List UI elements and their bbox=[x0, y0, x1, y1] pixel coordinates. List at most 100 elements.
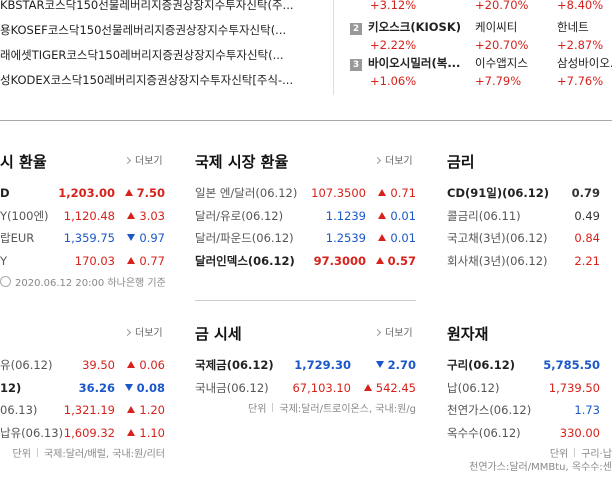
footer-text: 국제:달러/배럴, 국내:원/리터 bbox=[43, 449, 165, 460]
direction-arrow bbox=[375, 256, 384, 264]
change-text: 0.97 bbox=[139, 231, 165, 245]
row-change: 0.57 bbox=[375, 253, 416, 268]
row-label: 국내금(06.12) bbox=[195, 380, 269, 395]
row-change: 542.45 bbox=[363, 380, 416, 395]
more-link[interactable]: 더보기 bbox=[373, 327, 413, 341]
more-text: 더보기 bbox=[135, 156, 163, 167]
panel-title: 시 환율 bbox=[0, 153, 47, 171]
row-value: 39.50 bbox=[82, 358, 115, 372]
theme-change: +2.22% bbox=[370, 38, 417, 52]
row-change: 0.01 bbox=[378, 231, 416, 245]
sep bbox=[272, 403, 274, 412]
etf-link[interactable]: 래에셋TIGER코스닥150레버리지증권상장지수투자신탁(... bbox=[0, 48, 284, 62]
row-value: 5,785.50 bbox=[543, 358, 600, 372]
divider bbox=[0, 120, 612, 121]
direction-arrow bbox=[124, 189, 133, 196]
row-label: 유(06.12) bbox=[0, 358, 53, 372]
row-label: 국제금(06.12) bbox=[195, 358, 274, 372]
theme-name[interactable]: 한네트 bbox=[557, 20, 589, 34]
direction-arrow bbox=[127, 406, 136, 413]
row-change: 7.50 bbox=[124, 186, 165, 200]
theme-name-text: 바이오시밀러(복... bbox=[368, 56, 461, 70]
row-value: 1,739.50 bbox=[548, 380, 600, 395]
row-label: 옥수수(06.12) bbox=[447, 425, 521, 440]
rank-badge: 3 bbox=[350, 59, 362, 71]
panel-title: 금 시세 bbox=[195, 325, 242, 343]
theme-name[interactable]: 케이씨티 bbox=[475, 20, 517, 34]
row-value: 1,120.48 bbox=[63, 208, 115, 223]
footer: 단위 국제:달러/트로이온스, 국내:원/g bbox=[248, 403, 416, 417]
direction-arrow bbox=[127, 211, 136, 219]
sep bbox=[36, 448, 38, 457]
more-link[interactable]: 더보기 bbox=[373, 155, 413, 169]
row-label: 구리(06.12) bbox=[447, 358, 516, 372]
more-text: 더보기 bbox=[135, 328, 163, 339]
change-text: 2.70 bbox=[387, 358, 416, 372]
row-value: 1,609.32 bbox=[63, 425, 115, 440]
change-text: 0.06 bbox=[139, 358, 165, 372]
theme-change: +3.12% bbox=[370, 0, 417, 12]
theme-change: +8.40% bbox=[557, 0, 604, 12]
more-link[interactable]: 더보기 bbox=[123, 155, 163, 169]
row-value: 107.3500 bbox=[311, 186, 366, 200]
row-label: 회사채(3년)(06.12) bbox=[447, 253, 548, 268]
footer-text: 2020.06.12 20:00 하나은행 기준 bbox=[15, 278, 166, 289]
direction-arrow bbox=[378, 211, 387, 219]
row-label: Y bbox=[0, 253, 8, 268]
panel-title: 원자재 bbox=[447, 325, 489, 343]
footer-text: 국제:달러/트로이온스, 국내:원/g bbox=[279, 404, 416, 415]
change-text: 7.50 bbox=[136, 186, 165, 200]
theme-name-text: 한네트 bbox=[557, 20, 589, 34]
theme-name-text: 키오스크(KIOSK) bbox=[368, 20, 461, 34]
row-value: 0.84 bbox=[574, 231, 600, 245]
row-label: 달러인덱스(06.12) bbox=[195, 253, 295, 268]
row-value: 0.49 bbox=[574, 208, 600, 223]
change-text: 0.01 bbox=[390, 231, 416, 245]
theme-name[interactable]: 2 키오스크(KIOSK) bbox=[350, 20, 461, 35]
row-value: 1.1239 bbox=[325, 208, 366, 223]
footer: 단위 구리·납 bbox=[550, 448, 612, 462]
theme-change: +2.87% bbox=[557, 38, 604, 52]
row-change: 0.01 bbox=[378, 209, 416, 223]
direction-arrow bbox=[127, 256, 136, 264]
more-arrow bbox=[373, 156, 382, 165]
row-label: CD(91일)(06.12) bbox=[447, 186, 549, 200]
more-arrow bbox=[373, 328, 382, 337]
change-text: 1.10 bbox=[139, 425, 165, 440]
theme-change: +20.70% bbox=[475, 38, 529, 52]
direction-arrow bbox=[363, 383, 372, 391]
row-label: 달러/파운드(06.12) bbox=[195, 231, 294, 245]
row-label: 06.13) bbox=[0, 403, 38, 417]
change-text: 0.57 bbox=[387, 253, 416, 268]
row-change: 3.03 bbox=[127, 209, 165, 223]
row-change: 0.71 bbox=[378, 186, 416, 200]
unit-label: 단위 bbox=[549, 449, 569, 460]
row-label: 국고채(3년)(06.12) bbox=[447, 231, 548, 245]
direction-arrow bbox=[375, 361, 384, 368]
row-label: Y(100엔) bbox=[0, 208, 49, 223]
row-label: 콜금리(06.11) bbox=[447, 208, 521, 223]
sep bbox=[574, 448, 576, 457]
theme-name[interactable]: 삼성바이오... bbox=[557, 56, 612, 70]
row-value: 1.73 bbox=[574, 403, 600, 417]
more-link[interactable]: 더보기 bbox=[123, 327, 163, 341]
direction-arrow bbox=[127, 361, 136, 368]
row-label: 달러/유로(06.12) bbox=[195, 208, 284, 223]
panel-title: 국제 시장 환율 bbox=[195, 153, 289, 171]
theme-name[interactable]: 이수앱지스 bbox=[475, 56, 528, 70]
row-label: 납(06.12) bbox=[447, 380, 500, 395]
direction-arrow bbox=[378, 234, 387, 241]
etf-link[interactable]: 성KODEX코스닥150레버리지증권상장지수투자신탁[주식-... bbox=[0, 73, 294, 87]
etf-link[interactable]: KBSTAR코스닥150선물레버리지증권상장지수투자신탁(주... bbox=[0, 0, 294, 12]
footer: 단위 국제:달러/배럴, 국내:원/리터 bbox=[13, 448, 165, 462]
etf-link[interactable]: 용KOSEF코스닥150선물레버리지증권상장지수투자신탁(... bbox=[0, 23, 287, 37]
change-text: 0.71 bbox=[390, 186, 416, 200]
footer: 2020.06.12 20:00 하나은행 기준 bbox=[0, 276, 166, 291]
row-label: 천연가스(06.12) bbox=[447, 403, 532, 417]
row-label: D bbox=[0, 186, 10, 200]
theme-name[interactable]: 3 바이오시밀러(복... bbox=[350, 56, 460, 71]
change-text: 542.45 bbox=[375, 380, 416, 395]
row-value: 0.79 bbox=[571, 186, 600, 200]
row-change: 1.10 bbox=[127, 426, 165, 440]
